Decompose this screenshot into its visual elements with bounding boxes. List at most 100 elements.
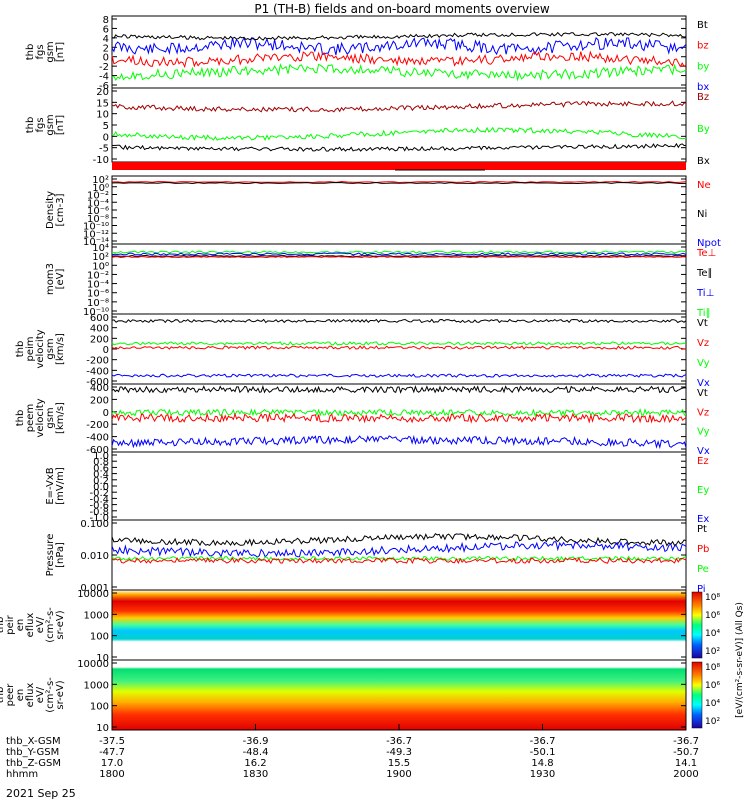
y-tick-label: 10⁴ bbox=[92, 243, 109, 254]
y-axis-label-line: gsm bbox=[45, 114, 56, 135]
y-tick-label: -0.4 bbox=[89, 494, 109, 505]
y-tick-label: 15 bbox=[96, 98, 109, 109]
y-axis-label-line: [mV/m] bbox=[55, 467, 66, 505]
y-tick-label: -4 bbox=[99, 72, 109, 83]
y-tick-label: -2 bbox=[99, 62, 109, 73]
y-axis-label-line: [cm-3] bbox=[55, 193, 66, 226]
y-tick-label: 1000 bbox=[84, 610, 109, 621]
y-tick-label: 10 bbox=[96, 723, 109, 734]
trace-bx bbox=[111, 142, 687, 152]
trace-tepar bbox=[111, 254, 686, 258]
y-tick-label: 10² bbox=[92, 175, 109, 186]
trace-bt bbox=[111, 31, 687, 41]
y-tick-label: 10⁻² bbox=[87, 270, 109, 281]
y-axis-label-line: en bbox=[15, 619, 26, 632]
y-axis-label-line: [eV] bbox=[55, 269, 66, 290]
y-axis-label-line: [nT] bbox=[55, 115, 66, 135]
y-axis-label: mom3[eV] bbox=[45, 263, 66, 295]
y-axis-label-line: peer bbox=[5, 683, 16, 707]
y-tick-label: 6 bbox=[103, 24, 109, 35]
legend-entry: Vt bbox=[697, 318, 708, 329]
y-axis-label-line: peir bbox=[5, 614, 16, 634]
legend-entry: Bx bbox=[697, 156, 710, 167]
legend-entry: Pi bbox=[697, 584, 706, 595]
legend-entry: Ti∥ bbox=[696, 308, 711, 319]
y-tick-label: 0 bbox=[103, 53, 109, 64]
y-tick-label: 0.001 bbox=[80, 583, 109, 594]
colorbar-label: [eV/(cm²-s-sr-eV)] (All Qs) bbox=[735, 602, 745, 718]
y-tick-label: -5 bbox=[99, 144, 109, 155]
y-tick-label: 100 bbox=[90, 632, 109, 643]
x-axis-value: 16.2 bbox=[244, 758, 266, 769]
x-axis-value: 1900 bbox=[386, 769, 411, 780]
y-axis-label-line: [nPa] bbox=[55, 542, 66, 568]
trace-vy bbox=[111, 407, 687, 417]
trace-te bbox=[111, 250, 687, 254]
y-tick-label: 200 bbox=[90, 334, 109, 345]
y-tick-label: -0.6 bbox=[89, 501, 109, 512]
panel-peir: 10000 1000 100 10 thbpeirenefluxeV/(cm²-s-sr… bbox=[0, 589, 687, 664]
quality-flag-bar bbox=[112, 167, 686, 170]
y-tick-label: -400 bbox=[86, 433, 109, 444]
colorbar-tick-label: 10⁶ bbox=[705, 681, 720, 691]
y-tick-label: 10⁻⁴ bbox=[87, 280, 109, 291]
plot-title: P1 (TH-B) fields and on-board moments ov… bbox=[254, 2, 550, 16]
colorbar-tick-label: 10² bbox=[705, 717, 720, 727]
colorbar-tick-label: 10⁸ bbox=[705, 663, 720, 673]
colorbar-tick-label: 10⁸ bbox=[705, 593, 720, 603]
y-axis-label-line: Density bbox=[45, 191, 56, 229]
y-tick-label: 8 bbox=[103, 15, 109, 26]
colorbar-tick-label: 10² bbox=[705, 647, 720, 657]
y-tick-label: 10⁻¹² bbox=[83, 229, 109, 240]
trace-pi bbox=[111, 541, 687, 558]
y-tick-label: 0.8 bbox=[93, 457, 109, 468]
y-tick-label: 10⁻¹⁴ bbox=[83, 237, 109, 248]
y-tick-label: 10⁻¹⁰ bbox=[83, 222, 109, 233]
legend-entry: Vz bbox=[697, 338, 709, 349]
y-tick-label: 10⁰ bbox=[92, 183, 109, 194]
trace-vx bbox=[111, 373, 687, 378]
trace-vt bbox=[111, 384, 687, 394]
trace-vx bbox=[111, 434, 687, 450]
y-tick-label: 10⁻⁴ bbox=[87, 198, 109, 209]
trace-bz bbox=[111, 100, 687, 113]
y-axis-label-line: en bbox=[15, 689, 26, 702]
colorbar-tick-label: 10⁴ bbox=[705, 699, 720, 709]
y-tick-label: 5 bbox=[103, 121, 109, 132]
y-tick-label: 0 bbox=[103, 345, 109, 356]
y-axis-label-line: thb bbox=[25, 44, 36, 61]
y-tick-label: 0 bbox=[103, 132, 109, 143]
legend-entry: Vx bbox=[697, 446, 710, 457]
panel-peer: 10000 1000 100 10 thbpeerenefluxeV/(cm²-s-sr… bbox=[0, 659, 687, 734]
y-axis-label: Density[cm-3] bbox=[45, 191, 66, 229]
legend-entry: Te∥ bbox=[696, 268, 713, 279]
y-tick-label: 100 bbox=[90, 702, 109, 713]
legend-entry: Te⊥ bbox=[696, 248, 716, 259]
trace-vt bbox=[111, 318, 687, 324]
y-tick-label: -10 bbox=[93, 155, 109, 166]
date-label: 2021 Sep 25 bbox=[6, 787, 76, 800]
legend-entry: Vx bbox=[697, 378, 710, 389]
y-axis-label: thbpeerenefluxeV/(cm²-s-sr-eV) bbox=[0, 677, 66, 713]
y-tick-label: 400 bbox=[90, 383, 109, 394]
panel-pressure: 0.100 0.010 0.001 Pressure[nPa] Pt Pb Pe Pi bbox=[45, 519, 709, 595]
electron-energy-spectrogram bbox=[112, 660, 686, 730]
legend-entry: Bt bbox=[697, 20, 708, 31]
legend-entry: bx bbox=[697, 82, 709, 93]
y-axis-label-line: thb bbox=[25, 117, 36, 134]
legend-entry: Ey bbox=[697, 485, 709, 496]
x-axis-value: 17.0 bbox=[101, 758, 123, 769]
trace-vy bbox=[111, 341, 687, 346]
y-tick-label: 400 bbox=[90, 324, 109, 335]
y-tick-label: -400 bbox=[86, 366, 109, 377]
panel-frame bbox=[111, 519, 687, 591]
x-axis-value: -47.7 bbox=[99, 747, 125, 758]
y-axis-label: Pressure[nPa] bbox=[45, 534, 66, 577]
y-tick-label: -600 bbox=[86, 377, 109, 388]
x-axis-value: -50.1 bbox=[530, 747, 556, 758]
y-tick-label: -600 bbox=[86, 445, 109, 456]
y-tick-label: 20 bbox=[96, 87, 109, 98]
y-axis-label: E=-VxB[mV/m] bbox=[45, 467, 66, 505]
y-axis-label-line: thb bbox=[15, 410, 26, 427]
